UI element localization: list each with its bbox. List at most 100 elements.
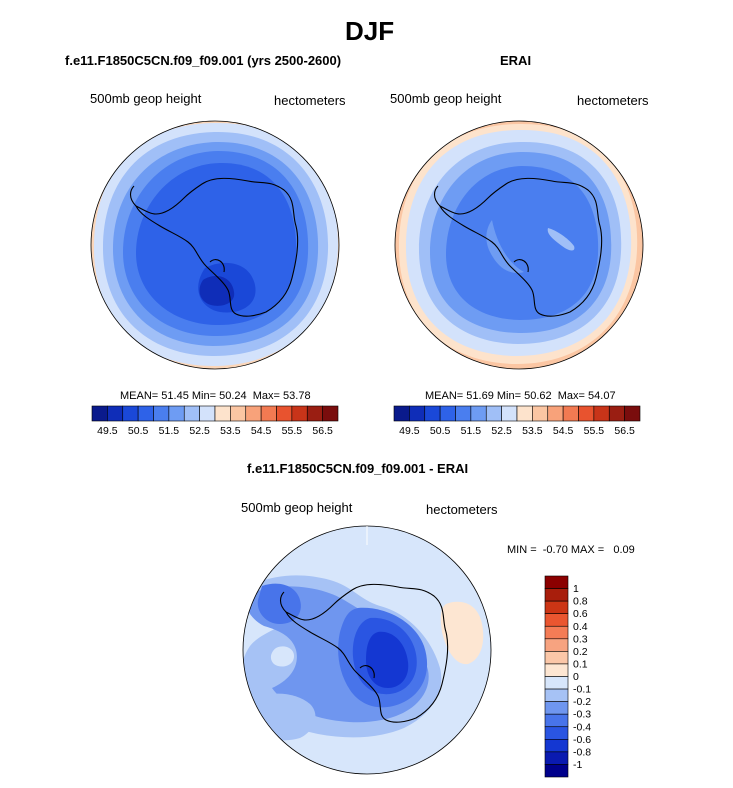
panel3-colorbar-tick-label: -0.4	[573, 721, 591, 733]
panel1-colorbar-tick-label: 50.5	[128, 425, 149, 437]
panel2-min-value: 50.62	[524, 390, 552, 402]
panel3-colorbar-tick-label: 0.8	[573, 596, 588, 608]
panel3-colorbar-swatch	[544, 575, 569, 589]
panel3-colorbar-tick-label: -0.2	[573, 696, 591, 708]
panel3-colorbar: 10.80.60.40.30.20.10-0.1-0.2-0.3-0.4-0.6…	[544, 575, 591, 778]
panel3-coastline	[279, 583, 449, 723]
panel2-colorbar-tick-label: 53.5	[522, 425, 543, 437]
panel3-colorbar-tick-label: 0.4	[573, 621, 588, 633]
panel1-colorbar-swatch	[260, 405, 277, 422]
panel3-colorbar-tick-label: -0.1	[573, 684, 591, 696]
panel2-colorbar-tick-label: 51.5	[461, 425, 482, 437]
panel2-units-label: hectometers	[577, 93, 649, 108]
panel1-variable-label: 500mb geop height	[90, 91, 202, 106]
panel2-colorbar-swatch	[470, 405, 487, 422]
panel2-map	[395, 121, 643, 369]
panel2-max-value: 54.07	[588, 390, 616, 402]
panel3-colorbar-tick-label: -1	[573, 759, 582, 771]
panel3-minmax: MIN = -0.70 MAX = 0.09	[507, 544, 635, 556]
panel2-colorbar-tick-label: 50.5	[430, 425, 451, 437]
panel3-colorbar-swatch	[544, 739, 569, 753]
panel2-colorbar-swatch	[455, 405, 472, 422]
panel2-title: ERAI	[500, 53, 532, 68]
panel3-colorbar-swatch	[544, 651, 569, 665]
panel1-colorbar-swatch	[230, 405, 247, 422]
panel2-colorbar-swatch	[593, 405, 610, 422]
panel1-coastline	[129, 177, 299, 317]
panel1-colorbar-swatch	[91, 405, 108, 422]
panel1-colorbar-tick-label: 49.5	[97, 425, 118, 437]
panel1-colorbar-tick-label: 52.5	[189, 425, 210, 437]
panel3-colorbar-swatch	[544, 600, 569, 614]
panel1-colorbar: 49.5 50.5 51.5 52.5 53.5 54.5 55.5 56.5	[91, 405, 339, 437]
panel2-mean-value: 51.69	[466, 390, 494, 402]
panel3-colorbar-tick-label: 0.2	[573, 646, 588, 658]
panel3-colorbar-tick-label: 1	[573, 583, 579, 595]
panel1-max-value: 53.78	[283, 390, 311, 402]
panel1-colorbar-swatch	[214, 405, 231, 422]
panel1-colorbar-tick-label: 54.5	[251, 425, 272, 437]
panel2-colorbar-tick-label: 56.5	[614, 425, 635, 437]
panel2-colorbar-swatch	[578, 405, 595, 422]
panel2-colorbar-swatch	[439, 405, 456, 422]
page-title: DJF	[345, 16, 395, 46]
panel3-colorbar-tick-label: 0.3	[573, 633, 588, 645]
panel3-colorbar-swatch	[544, 588, 569, 602]
panel2-coastline	[433, 177, 603, 317]
panel2-colorbar-tick-label: 55.5	[584, 425, 605, 437]
panel3-colorbar-swatch	[544, 701, 569, 715]
panel1-colorbar-swatch	[276, 405, 293, 422]
panel1-title: f.e11.F1850C5CN.f09_f09.001 (yrs 2500-26…	[65, 53, 342, 68]
panel3-variable-label: 500mb geop height	[241, 500, 353, 515]
panel2-colorbar-swatch	[501, 405, 518, 422]
panel1-colorbar-tick-label: 56.5	[312, 425, 333, 437]
panel3-colorbar-swatch	[544, 751, 569, 765]
panel1-colorbar-swatch	[107, 405, 124, 422]
panel1-colorbar-swatch	[291, 405, 308, 422]
panel1-colorbar-swatch	[183, 405, 200, 422]
panel1-colorbar-swatch	[322, 405, 339, 422]
panel2-colorbar-swatch	[608, 405, 625, 422]
panel3-colorbar-tick-label: -0.3	[573, 709, 591, 721]
panel2-colorbar-swatch	[485, 405, 502, 422]
panel3-colorbar-swatch	[544, 613, 569, 627]
panel1-max-label: Max=	[252, 390, 280, 402]
panel3-colorbar-tick-label: -0.8	[573, 746, 591, 758]
panel1-colorbar-swatch	[153, 405, 170, 422]
panel3-colorbar-swatch	[544, 676, 569, 690]
panel3-colorbar-swatch	[544, 663, 569, 677]
panel1-units-label: hectometers	[274, 93, 346, 108]
panel3-colorbar-swatch	[544, 625, 569, 640]
panel1-colorbar-swatch	[137, 405, 154, 422]
panel1-colorbar-swatch	[199, 405, 216, 422]
panel3-colorbar-tick-label: 0	[573, 671, 579, 683]
panel1-colorbar-swatch	[168, 405, 185, 422]
panel3-colorbar-tick-label: 0.6	[573, 608, 588, 620]
panel2-colorbar-tick-label: 52.5	[491, 425, 512, 437]
panel3-colorbar-swatch	[544, 726, 569, 740]
panel2-colorbar-swatch	[547, 405, 564, 422]
panel2-colorbar-swatch	[409, 405, 426, 422]
panel2-variable-label: 500mb geop height	[390, 91, 502, 106]
panel1-colorbar-swatch	[245, 405, 262, 422]
panel2-colorbar-swatch	[424, 405, 441, 422]
panel1-mean-value: 51.45	[161, 390, 189, 402]
panel1-colorbar-swatch	[122, 405, 139, 422]
panel3-colorbar-swatch	[544, 713, 569, 728]
panel3-units-label: hectometers	[426, 502, 498, 517]
panel3-map	[243, 526, 491, 774]
panel1-mean-label: MEAN=	[120, 390, 159, 402]
panel2-colorbar-tick-label: 49.5	[399, 425, 420, 437]
panel3-colorbar-swatch	[544, 764, 569, 778]
panel2-colorbar-tick-label: 54.5	[553, 425, 574, 437]
panel3-colorbar-tick-label: 0.1	[573, 658, 588, 670]
panel2-colorbar-swatch	[562, 405, 579, 422]
panel2-stats: MEAN= 51.69 Min= 50.62 Max= 54.07	[425, 390, 616, 402]
panel2-colorbar-swatch	[532, 405, 549, 422]
panel2-mean-label: MEAN=	[425, 390, 464, 402]
panel1-min-label: Min=	[191, 390, 217, 402]
panel1-colorbar-tick-label: 55.5	[282, 425, 303, 437]
panel2-min-label: Min=	[496, 390, 522, 402]
panel3-title: f.e11.F1850C5CN.f09_f09.001 - ERAI	[247, 461, 469, 476]
